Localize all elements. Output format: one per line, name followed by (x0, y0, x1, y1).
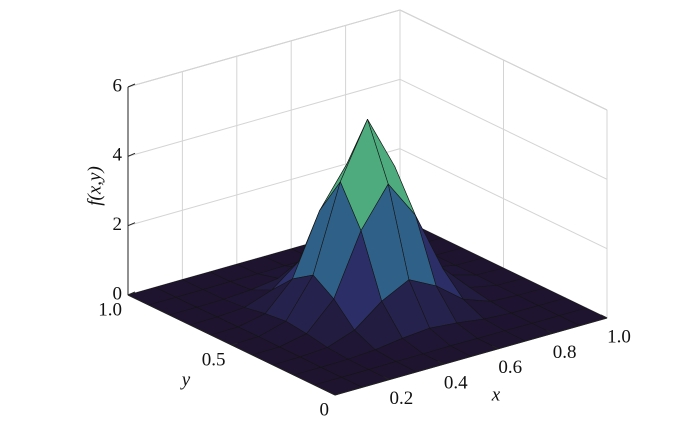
x-tick (600, 314, 608, 319)
x-tick (491, 345, 499, 350)
x-tick (437, 360, 445, 365)
y-tick (231, 342, 238, 346)
y-tick (334, 392, 342, 396)
z-axis-label: f(x,y) (84, 166, 105, 206)
y-tick-label: 0.5 (202, 349, 226, 370)
x-tick-label: 1.0 (607, 326, 631, 347)
y-tick (127, 292, 135, 296)
z-tick (127, 83, 136, 88)
x-axis-label: x (491, 384, 501, 405)
z-tick-label: 4 (113, 145, 123, 166)
y-tick-label: 1.0 (98, 299, 122, 320)
x-tick-label: 0.4 (444, 373, 468, 394)
z-tick-label: 6 (113, 75, 123, 96)
x-tick-label: 0.2 (390, 388, 414, 409)
x-tick (383, 376, 390, 381)
z-tick (127, 222, 136, 227)
z-tick-label: 0 (113, 283, 123, 304)
grid-line (127, 9, 401, 88)
x-tick (546, 329, 553, 334)
z-tick (127, 152, 136, 157)
x-tick-label: 0.8 (553, 342, 577, 363)
y-axis-label: y (180, 369, 191, 390)
surface (127, 119, 608, 396)
x-axis (334, 317, 608, 396)
x-tick-label: 0.6 (498, 357, 522, 378)
grid-line (127, 78, 401, 157)
z-tick-label: 2 (113, 214, 123, 235)
y-tick-label: 0 (320, 399, 330, 420)
